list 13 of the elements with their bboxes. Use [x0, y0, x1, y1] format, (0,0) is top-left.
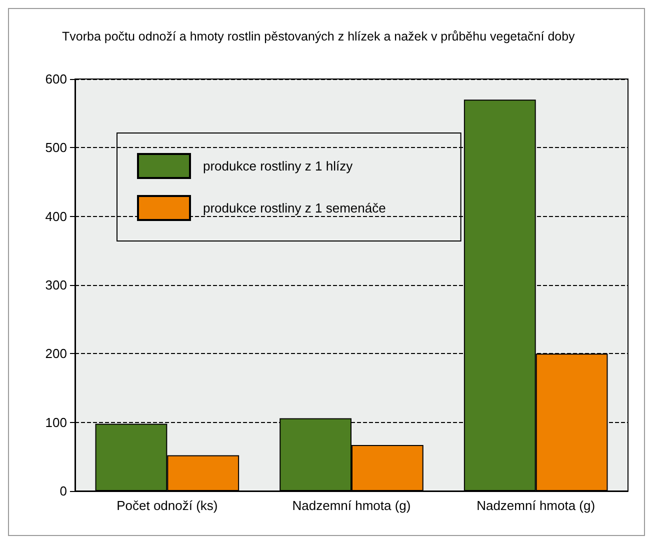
legend-label: produkce rostliny z 1 semenáče — [203, 200, 386, 216]
x-tick-label: Nadzemní hmota (g) — [476, 498, 596, 513]
y-tick-label: 500 — [45, 140, 67, 156]
legend-label: produkce rostliny z 1 hlízy — [203, 158, 354, 174]
x-tick-label: Nadzemní hmota (g) — [292, 498, 411, 513]
y-tick-label: 0 — [60, 484, 67, 498]
y-tick-label: 300 — [45, 278, 67, 292]
y-tick-label: 600 — [45, 72, 67, 86]
y-tick-label: 400 — [45, 208, 67, 224]
chart-title: Tvorba počtu odnoží a hmoty rostlin pěstovaných z hlízek a nažek v průběhu vegetační doby — [62, 30, 576, 44]
y-tick-label: 100 — [45, 414, 67, 430]
y-tick-label: 200 — [45, 346, 67, 362]
x-tick-label: Počet odnoží (ks) — [116, 498, 218, 513]
